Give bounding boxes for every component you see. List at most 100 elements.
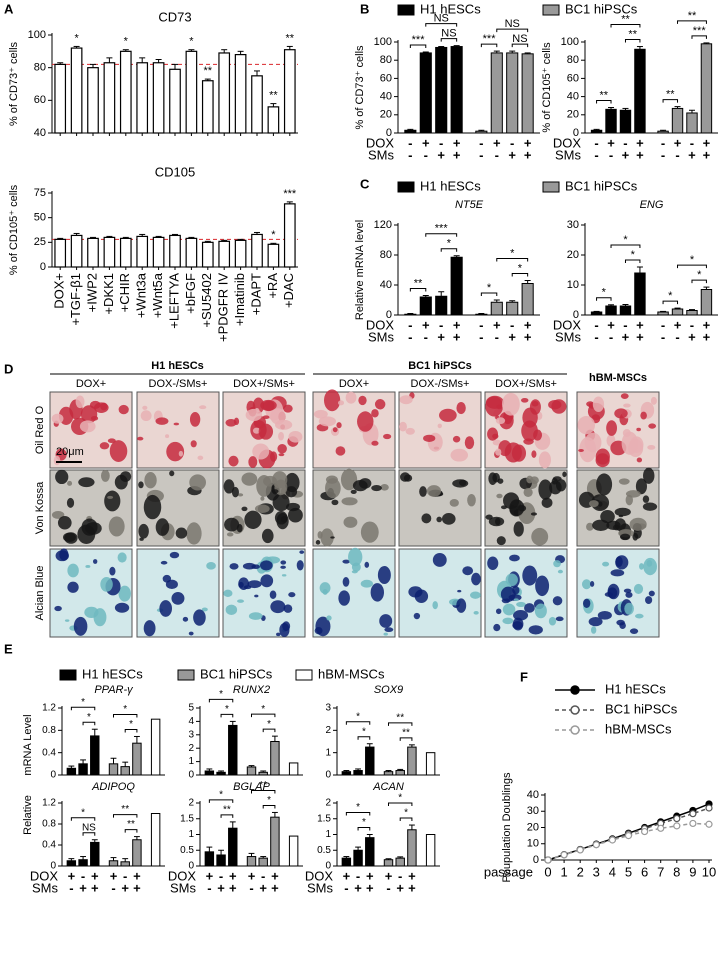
x-row-sign: - bbox=[594, 135, 598, 150]
stain-blob bbox=[586, 522, 594, 531]
data-point bbox=[689, 810, 697, 818]
x-row-label: DOX bbox=[366, 317, 395, 332]
significance-label: * bbox=[271, 229, 276, 241]
legend-swatch bbox=[397, 181, 415, 193]
stain-blob bbox=[229, 563, 239, 570]
legend-label: BC1 hiPSCs bbox=[565, 178, 638, 193]
significance-bracket bbox=[409, 44, 427, 49]
stain-blob bbox=[377, 565, 391, 584]
x-row-sign: - bbox=[398, 868, 402, 883]
bar bbox=[258, 771, 268, 776]
x-row-sign: + bbox=[408, 868, 416, 883]
stain-blob bbox=[93, 402, 109, 413]
y-tick-label: 20 bbox=[380, 109, 392, 121]
stain-blob bbox=[254, 504, 270, 513]
data-point bbox=[624, 832, 633, 840]
y-tick-label: 3 bbox=[325, 703, 331, 714]
significance-bracket bbox=[220, 713, 234, 718]
significance-bracket bbox=[388, 802, 413, 807]
stain-blob bbox=[408, 586, 423, 598]
significance-label: *** bbox=[435, 223, 449, 235]
significance-bracket bbox=[691, 35, 707, 39]
y-tick-label: 1.2 bbox=[42, 703, 56, 714]
significance-bracket bbox=[345, 812, 371, 816]
stain-blob bbox=[226, 532, 234, 537]
bar bbox=[218, 52, 231, 134]
x-row-sign: - bbox=[495, 329, 499, 344]
stain-blob bbox=[596, 473, 613, 496]
stain-blob bbox=[315, 616, 331, 637]
y-axis-label: Relative bbox=[22, 795, 34, 835]
y-tick-label: 100 bbox=[561, 36, 579, 48]
stain-blob bbox=[223, 479, 235, 494]
x-row-sign: + bbox=[508, 329, 516, 344]
bar bbox=[590, 129, 603, 134]
stain-blob bbox=[319, 582, 331, 594]
x-tick-label: +LEFTYA bbox=[166, 273, 181, 329]
data-point bbox=[657, 824, 665, 832]
significance-label: *** bbox=[283, 188, 297, 200]
stain-blob bbox=[606, 520, 621, 531]
x-row-label: SMs bbox=[307, 880, 334, 895]
x-tick-label: +DAC bbox=[281, 273, 296, 308]
bar bbox=[201, 80, 214, 134]
x-row-sign: - bbox=[609, 147, 613, 162]
bar bbox=[605, 305, 617, 316]
stain-blob bbox=[524, 603, 535, 613]
bar bbox=[506, 301, 519, 316]
stain-blob bbox=[280, 560, 287, 565]
column-header: DOX+ bbox=[76, 378, 106, 390]
significance-label: * bbox=[631, 249, 636, 261]
data-point bbox=[560, 851, 568, 859]
stain-blob bbox=[598, 501, 603, 507]
x-row-label: SMs bbox=[32, 880, 59, 895]
stain-blob bbox=[512, 586, 520, 595]
bar bbox=[251, 75, 263, 134]
significance-bracket bbox=[220, 814, 234, 818]
y-tick-label: 80 bbox=[34, 62, 46, 74]
chart-title: CD73 bbox=[158, 9, 191, 24]
bar bbox=[619, 109, 632, 134]
bar bbox=[450, 46, 463, 134]
data-point bbox=[544, 856, 552, 864]
stain-blob bbox=[248, 456, 258, 468]
x-row-sign: - bbox=[439, 317, 443, 332]
x-row-sign: + bbox=[271, 868, 279, 883]
bar bbox=[201, 241, 214, 268]
stain-blob bbox=[492, 433, 499, 439]
significance-bracket bbox=[662, 300, 679, 305]
scale-bar-label: 20μm bbox=[56, 446, 84, 458]
stain-blob bbox=[643, 467, 655, 484]
bar bbox=[671, 107, 684, 134]
bar bbox=[521, 53, 534, 134]
x-row-sign: + bbox=[133, 868, 141, 883]
bar bbox=[54, 238, 67, 268]
bar bbox=[66, 767, 77, 776]
x-tick-label: +Wnt5a bbox=[150, 272, 165, 318]
stain-blob bbox=[597, 611, 612, 620]
column-header: DOX+/SMs+ bbox=[233, 378, 295, 390]
stain-blob bbox=[645, 596, 653, 605]
y-tick-label: 0.4 bbox=[42, 840, 56, 851]
x-row-sign: + bbox=[703, 147, 711, 162]
significance-label: * bbox=[602, 287, 607, 299]
significance-bracket bbox=[480, 292, 498, 296]
significance-bracket bbox=[662, 99, 679, 103]
stain-blob bbox=[178, 450, 184, 457]
x-tick-label: 0 bbox=[544, 864, 551, 879]
stain-blob bbox=[502, 603, 516, 616]
stain-blob bbox=[419, 486, 427, 497]
stain-blob bbox=[225, 604, 238, 615]
bar bbox=[120, 766, 130, 776]
column-header: DOX+/SMs+ bbox=[495, 378, 557, 390]
bar bbox=[70, 47, 83, 134]
data-point bbox=[673, 822, 681, 830]
significance-label: * bbox=[697, 269, 702, 281]
bar bbox=[395, 857, 405, 867]
legend-label: H1 hESCs bbox=[420, 1, 481, 16]
x-row-sign: - bbox=[408, 147, 412, 162]
bar bbox=[353, 770, 363, 776]
stain-blob bbox=[371, 484, 382, 492]
y-tick-label: 80 bbox=[567, 54, 579, 66]
bar bbox=[288, 835, 299, 867]
